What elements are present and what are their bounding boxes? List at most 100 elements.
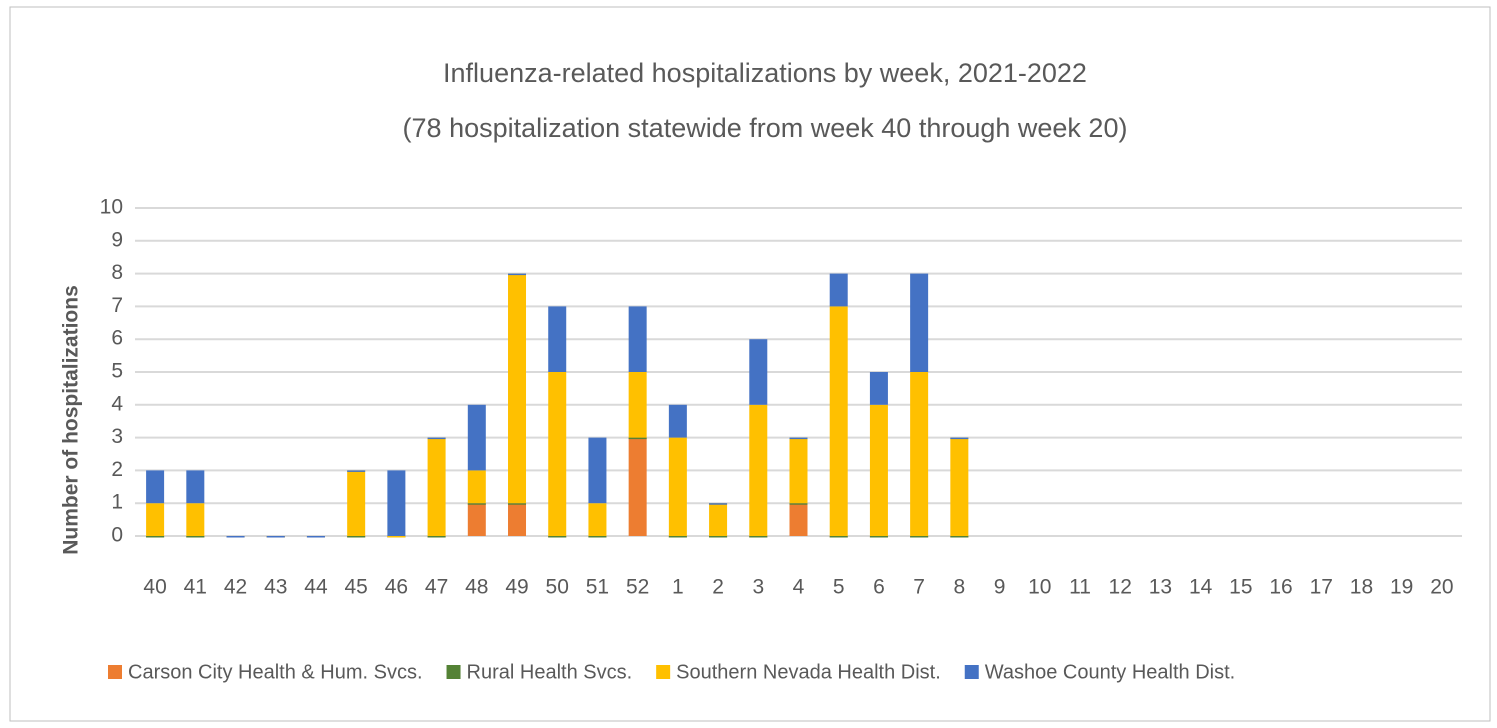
- chart-subtitle: (78 hospitalization statewide from week …: [403, 113, 1128, 143]
- bar-segment: [789, 503, 808, 505]
- x-tick-label: 4: [793, 576, 805, 599]
- legend-label: Southern Nevada Health Dist.: [676, 661, 941, 683]
- chart-title: Influenza-related hospitalizations by we…: [443, 58, 1087, 88]
- bar-segment: [628, 372, 647, 438]
- legend-swatch: [656, 665, 671, 679]
- bar-segment: [869, 372, 888, 405]
- x-tick-label: 11: [1069, 576, 1091, 599]
- bar-segment: [789, 503, 808, 536]
- bar-segment: [548, 536, 567, 538]
- y-tick-label: 3: [111, 425, 123, 448]
- bar-segment: [829, 536, 848, 538]
- bar-segment: [749, 339, 768, 405]
- y-tick-label: 2: [111, 458, 123, 481]
- legend-swatch: [108, 665, 122, 679]
- x-tick-label: 16: [1269, 576, 1292, 599]
- bar-segment: [387, 536, 406, 538]
- x-tick-label: 52: [626, 576, 649, 599]
- bar-segment: [347, 536, 366, 538]
- x-tick-label: 43: [264, 576, 287, 599]
- x-tick-label: 48: [465, 576, 488, 599]
- bar-segment: [869, 404, 888, 536]
- x-tick-label: 46: [385, 576, 408, 599]
- bar-segment: [226, 536, 245, 538]
- x-tick-label: 42: [224, 576, 247, 599]
- bar-segment: [467, 404, 486, 471]
- x-tick-label: 50: [546, 576, 569, 599]
- bar-segment: [508, 273, 527, 504]
- bar-segment: [628, 437, 647, 440]
- x-tick-label: 2: [712, 576, 724, 599]
- y-tick-label: 7: [111, 294, 123, 317]
- legend-swatch: [964, 665, 979, 679]
- bar-segment: [588, 536, 607, 538]
- x-tick-label: 9: [994, 576, 1006, 599]
- bar-segment: [950, 437, 969, 440]
- bar-segment: [186, 503, 205, 536]
- x-tick-label: 51: [586, 576, 609, 599]
- y-tick-label: 0: [111, 524, 123, 547]
- y-tick-label: 9: [111, 228, 123, 251]
- bar-segment: [347, 470, 366, 472]
- x-tick-label: 8: [954, 576, 966, 599]
- x-tick-label: 13: [1149, 576, 1172, 599]
- bar-segment: [467, 503, 486, 536]
- bar-segment: [950, 536, 969, 538]
- y-tick-label: 5: [111, 360, 123, 383]
- bar-segment: [508, 503, 527, 536]
- legend-label: Rural Health Svcs.: [467, 661, 633, 683]
- bar-segment: [950, 437, 969, 536]
- bar-segment: [628, 437, 647, 536]
- x-tick-label: 17: [1310, 576, 1333, 599]
- y-tick-label: 8: [111, 261, 123, 284]
- bar-segment: [910, 372, 929, 536]
- bar-segment: [508, 273, 527, 276]
- x-tick-label: 44: [304, 576, 328, 599]
- x-tick-label: 45: [344, 576, 367, 599]
- bar-segment: [588, 437, 607, 504]
- bar-segment: [709, 503, 728, 505]
- y-tick-label: 4: [111, 392, 123, 415]
- bar-segment: [347, 470, 366, 536]
- legend-swatch: [446, 665, 461, 679]
- x-tick-label: 18: [1350, 576, 1373, 599]
- x-tick-label: 19: [1390, 576, 1413, 599]
- x-tick-label: 7: [913, 576, 925, 599]
- bar-segment: [829, 306, 848, 536]
- bar-segment: [427, 437, 446, 536]
- bar-segment: [588, 503, 607, 536]
- bar-segment: [789, 437, 808, 504]
- bar-segment: [467, 470, 486, 504]
- bar-segment: [427, 437, 446, 440]
- bar-segment: [146, 503, 165, 536]
- x-tick-label: 15: [1229, 576, 1252, 599]
- y-axis-title: Number of hospitalizations: [60, 285, 83, 555]
- y-tick-label: 1: [111, 491, 123, 514]
- bar-segment: [266, 536, 285, 538]
- x-tick-label: 14: [1189, 576, 1213, 599]
- x-tick-label: 40: [143, 576, 166, 599]
- x-tick-label: 49: [505, 576, 528, 599]
- legend-label: Carson City Health & Hum. Svcs.: [128, 661, 423, 683]
- bar-segment: [869, 536, 888, 538]
- x-tick-label: 1: [672, 576, 684, 599]
- bar-segment: [910, 273, 929, 372]
- bar-segment: [548, 372, 567, 536]
- bar-segment: [668, 437, 687, 536]
- bar-segment: [467, 503, 486, 505]
- x-tick-label: 41: [184, 576, 207, 599]
- bar-segment: [387, 470, 406, 536]
- bar-segment: [427, 536, 446, 538]
- bar-segment: [749, 404, 768, 536]
- x-tick-label: 20: [1430, 576, 1453, 599]
- bar-segment: [548, 306, 567, 372]
- y-tick-label: 6: [111, 327, 123, 350]
- bar-segment: [668, 536, 687, 538]
- bar-segment: [186, 536, 205, 538]
- y-tick-label: 10: [100, 196, 123, 219]
- bar-segment: [709, 503, 728, 536]
- x-tick-label: 5: [833, 576, 845, 599]
- bar-segment: [910, 536, 929, 538]
